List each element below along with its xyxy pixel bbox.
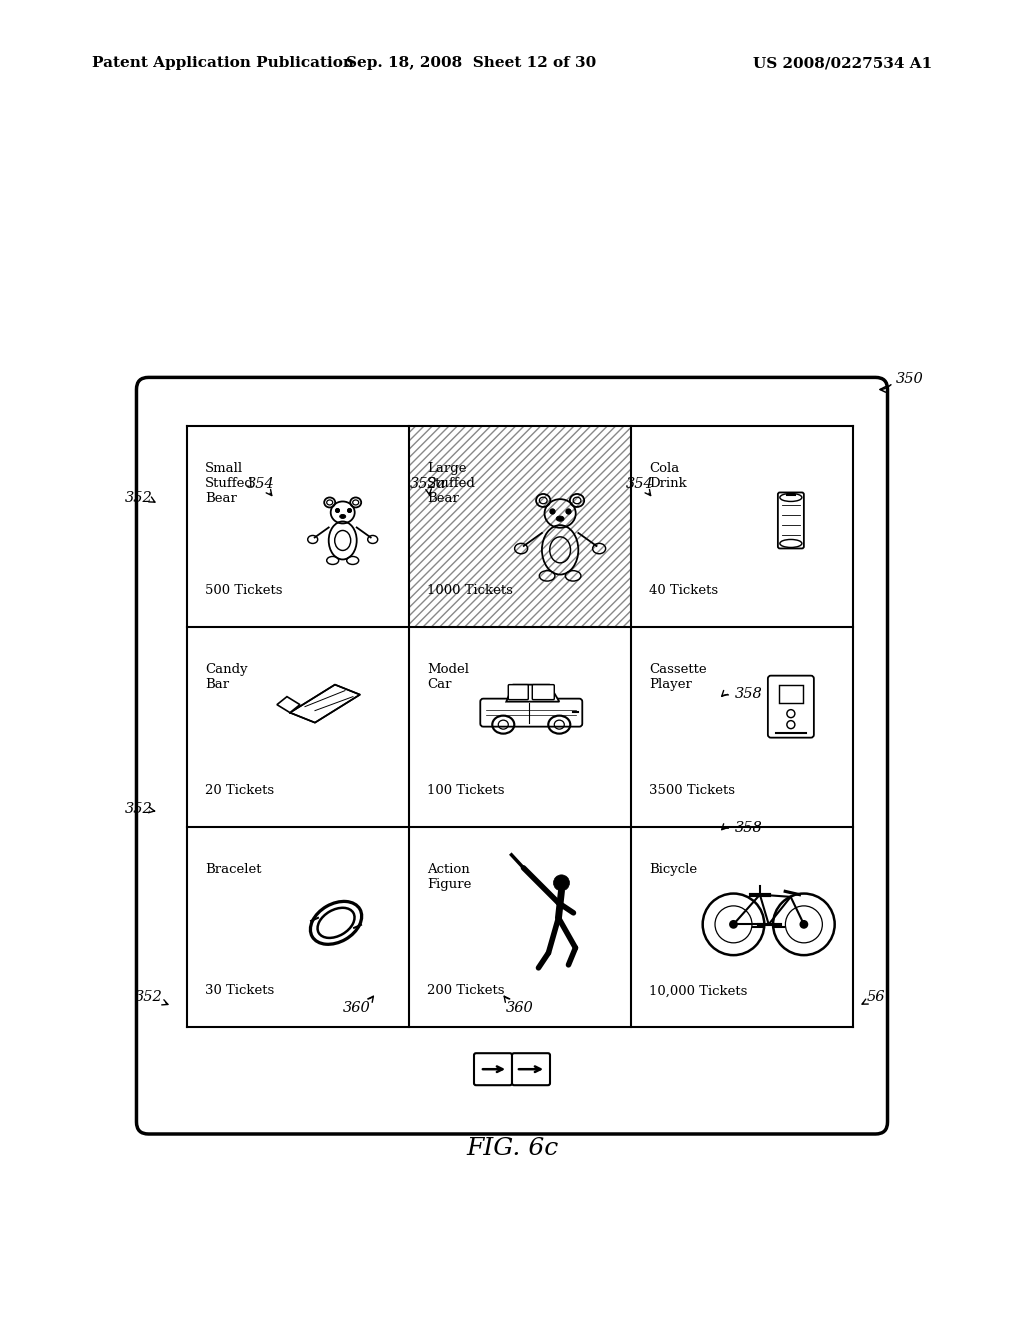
Text: Model
Car: Model Car bbox=[427, 663, 469, 690]
Text: 352a: 352a bbox=[410, 478, 446, 491]
Polygon shape bbox=[506, 685, 559, 702]
Ellipse shape bbox=[556, 516, 564, 521]
Text: 352: 352 bbox=[134, 990, 163, 1003]
Bar bbox=[410, 426, 631, 627]
FancyBboxPatch shape bbox=[136, 378, 888, 1134]
Text: FIG. 6c: FIG. 6c bbox=[466, 1137, 558, 1160]
Text: Patent Application Publication: Patent Application Publication bbox=[92, 57, 354, 70]
Text: 20 Tickets: 20 Tickets bbox=[205, 784, 274, 797]
Text: 354: 354 bbox=[626, 478, 654, 491]
Bar bbox=[779, 685, 803, 702]
Text: 10,000 Tickets: 10,000 Tickets bbox=[649, 985, 748, 998]
Text: Large
Stuffed
Bear: Large Stuffed Bear bbox=[427, 462, 476, 506]
Circle shape bbox=[553, 875, 569, 891]
Text: 500 Tickets: 500 Tickets bbox=[205, 583, 283, 597]
Text: 352: 352 bbox=[124, 803, 153, 816]
Ellipse shape bbox=[340, 515, 346, 519]
Text: Candy
Bar: Candy Bar bbox=[205, 663, 248, 690]
Text: Cassette
Player: Cassette Player bbox=[649, 663, 707, 690]
Text: 360: 360 bbox=[506, 1001, 535, 1015]
Text: Cola
Drink: Cola Drink bbox=[649, 462, 687, 491]
Text: US 2008/0227534 A1: US 2008/0227534 A1 bbox=[753, 57, 932, 70]
Polygon shape bbox=[276, 697, 300, 713]
FancyBboxPatch shape bbox=[532, 685, 554, 700]
Text: Small
Stuffed
Bear: Small Stuffed Bear bbox=[205, 462, 254, 506]
Circle shape bbox=[800, 920, 808, 929]
Polygon shape bbox=[290, 685, 360, 722]
Text: 358: 358 bbox=[735, 688, 763, 701]
FancyBboxPatch shape bbox=[512, 1053, 550, 1085]
Text: 3500 Tickets: 3500 Tickets bbox=[649, 784, 735, 797]
Text: 30 Tickets: 30 Tickets bbox=[205, 985, 274, 998]
FancyBboxPatch shape bbox=[778, 492, 804, 548]
Text: 40 Tickets: 40 Tickets bbox=[649, 583, 718, 597]
Text: 100 Tickets: 100 Tickets bbox=[427, 784, 505, 797]
Text: 352: 352 bbox=[124, 491, 153, 504]
FancyBboxPatch shape bbox=[768, 676, 814, 738]
Text: 354: 354 bbox=[247, 478, 275, 491]
Circle shape bbox=[729, 920, 738, 929]
FancyBboxPatch shape bbox=[474, 1053, 512, 1085]
Text: Bicycle: Bicycle bbox=[649, 863, 697, 875]
Text: 200 Tickets: 200 Tickets bbox=[427, 985, 505, 998]
Text: 358: 358 bbox=[735, 821, 763, 834]
Text: 56: 56 bbox=[866, 990, 885, 1003]
Text: 350: 350 bbox=[896, 372, 924, 385]
Text: 360: 360 bbox=[342, 1001, 371, 1015]
Text: 1000 Tickets: 1000 Tickets bbox=[427, 583, 513, 597]
Text: Sep. 18, 2008  Sheet 12 of 30: Sep. 18, 2008 Sheet 12 of 30 bbox=[346, 57, 596, 70]
FancyBboxPatch shape bbox=[480, 698, 583, 726]
Text: Bracelet: Bracelet bbox=[205, 863, 262, 875]
Text: Action
Figure: Action Figure bbox=[427, 863, 471, 891]
FancyBboxPatch shape bbox=[508, 685, 528, 700]
